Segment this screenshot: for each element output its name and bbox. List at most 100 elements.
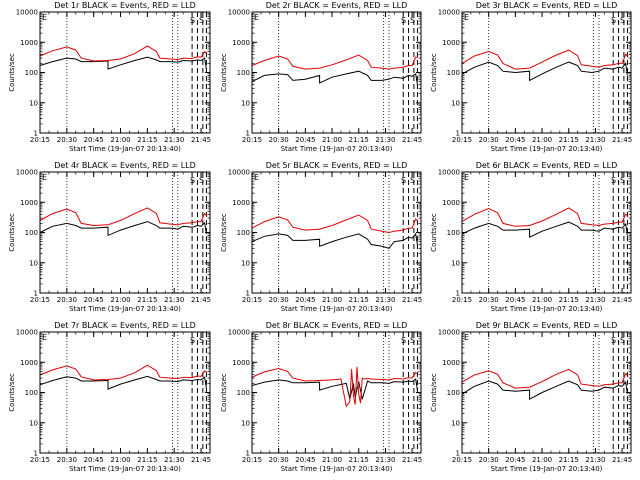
x-tick-label: 20:45: [84, 296, 104, 304]
lld-series-line: [461, 368, 628, 389]
x-tick-label: 21:15: [349, 136, 369, 144]
y-tick-label: 100: [447, 389, 460, 397]
x-tick-label: 21:00: [110, 296, 130, 304]
plot-frame: [461, 171, 632, 294]
x-axis-label: Start Time (19-Jan-07 20:13:40): [69, 145, 181, 153]
corner-label-e: E: [42, 13, 47, 22]
x-tick-label: 21:15: [137, 456, 157, 464]
chart-title: Det 2r BLACK = Events, RED = LLD: [266, 1, 408, 10]
corner-label-e: E: [42, 333, 47, 342]
corner-label-s2: S: [620, 176, 625, 185]
y-tick-label: 1: [456, 450, 460, 458]
plot-frame: [251, 171, 422, 294]
y-axis-label: Counts/sec: [8, 53, 16, 92]
corner-label-s2: S: [199, 336, 204, 345]
corner-label-e: E: [254, 173, 259, 182]
chart-title: Det 9r BLACK = Events, RED = LLD: [476, 321, 618, 330]
x-tick-label: 21:45: [612, 456, 632, 464]
plot-frame: [251, 331, 422, 454]
y-tick-label: 10: [241, 99, 250, 107]
x-tick-label: 21:00: [322, 136, 342, 144]
y-tick-label: 10: [451, 99, 460, 107]
x-tick-label: 20:45: [505, 136, 525, 144]
events-series-line: [251, 378, 418, 400]
x-tick-label: 21:30: [164, 136, 184, 144]
y-tick-label: 1000: [20, 359, 38, 367]
lld-series-line: [251, 214, 418, 234]
x-tick-label: 20:45: [505, 456, 525, 464]
y-tick-label: 100: [447, 229, 460, 237]
detector-chart-4: Det 4r BLACK = Events, RED = LLDESS11010…: [8, 161, 211, 313]
x-tick-label: 21:45: [612, 136, 632, 144]
lld-series-line: [39, 45, 207, 62]
x-tick-label: 21:00: [110, 136, 130, 144]
x-tick-label: 21:15: [559, 456, 579, 464]
x-tick-label: 20:30: [269, 136, 289, 144]
y-tick-label: 10: [451, 259, 460, 267]
x-tick-label: 20:15: [30, 456, 50, 464]
plot-frame: [251, 11, 422, 134]
x-axis-label: Start Time (19-Jan-07 20:13:40): [281, 305, 393, 313]
x-tick-label: 20:15: [452, 456, 472, 464]
corner-label-e: E: [254, 13, 259, 22]
y-tick-label: 10: [29, 259, 38, 267]
y-tick-label: 1000: [442, 39, 460, 47]
y-tick-label: 100: [25, 389, 38, 397]
y-tick-label: 1: [246, 450, 250, 458]
y-tick-label: 100: [447, 69, 460, 77]
corner-label-s2: S: [620, 336, 625, 345]
events-series-line: [461, 221, 628, 238]
plot-frame: [39, 171, 211, 294]
x-axis-label: Start Time (19-Jan-07 20:13:40): [491, 305, 603, 313]
x-tick-label: 21:30: [375, 456, 395, 464]
x-tick-label: 21:00: [532, 136, 552, 144]
detector-chart-5: Det 5r BLACK = Events, RED = LLDESS11010…: [220, 161, 422, 313]
detector-chart-9: Det 9r BLACK = Events, RED = LLDESS11010…: [430, 321, 632, 473]
x-axis-label: Start Time (19-Jan-07 20:13:40): [69, 465, 181, 473]
chart-title: Det 7r BLACK = Events, RED = LLD: [54, 321, 196, 330]
y-tick-label: 10000: [228, 9, 250, 17]
lld-series-line: [251, 366, 418, 408]
chart-title: Det 8r BLACK = Events, RED = LLD: [266, 321, 408, 330]
x-tick-label: 20:15: [30, 296, 50, 304]
chart-title: Det 5r BLACK = Events, RED = LLD: [266, 161, 408, 170]
corner-label-s2: S: [410, 176, 415, 185]
x-axis-label: Start Time (19-Jan-07 20:13:40): [281, 465, 393, 473]
detector-chart-8: Det 8r BLACK = Events, RED = LLDESS11010…: [220, 321, 422, 473]
corner-label-e: E: [464, 173, 469, 182]
y-tick-label: 10000: [438, 329, 460, 337]
x-tick-label: 21:15: [349, 456, 369, 464]
x-tick-label: 20:15: [242, 296, 262, 304]
y-tick-label: 1: [456, 290, 460, 298]
x-axis-label: Start Time (19-Jan-07 20:13:40): [491, 465, 603, 473]
events-series-line: [461, 380, 628, 401]
corner-label-e: E: [42, 173, 47, 182]
chart-title: Det 6r BLACK = Events, RED = LLD: [476, 161, 618, 170]
y-tick-label: 100: [237, 229, 250, 237]
x-tick-label: 20:45: [84, 456, 104, 464]
x-tick-label: 20:30: [269, 456, 289, 464]
detector-chart-1: Det 1r BLACK = Events, RED = LLDESS11010…: [8, 1, 211, 153]
x-tick-label: 21:30: [375, 136, 395, 144]
events-series-line: [461, 61, 628, 82]
x-tick-label: 21:15: [559, 296, 579, 304]
x-tick-label: 21:00: [110, 456, 130, 464]
x-tick-label: 20:30: [57, 136, 77, 144]
y-tick-label: 1000: [442, 359, 460, 367]
x-tick-label: 21:45: [191, 296, 211, 304]
x-tick-label: 21:30: [164, 296, 184, 304]
y-axis-label: Counts/sec: [220, 213, 228, 252]
events-series-line: [39, 56, 207, 70]
lld-series-line: [39, 207, 207, 227]
corner-label-s2: S: [620, 16, 625, 25]
x-tick-label: 21:00: [322, 296, 342, 304]
y-tick-label: 1000: [232, 359, 250, 367]
events-series-line: [251, 232, 418, 249]
x-tick-label: 20:30: [479, 136, 499, 144]
plot-frame: [461, 331, 632, 454]
x-axis-label: Start Time (19-Jan-07 20:13:40): [281, 145, 393, 153]
events-series-line: [251, 70, 418, 85]
y-axis-label: Counts/sec: [220, 373, 228, 412]
x-tick-label: 21:00: [532, 296, 552, 304]
